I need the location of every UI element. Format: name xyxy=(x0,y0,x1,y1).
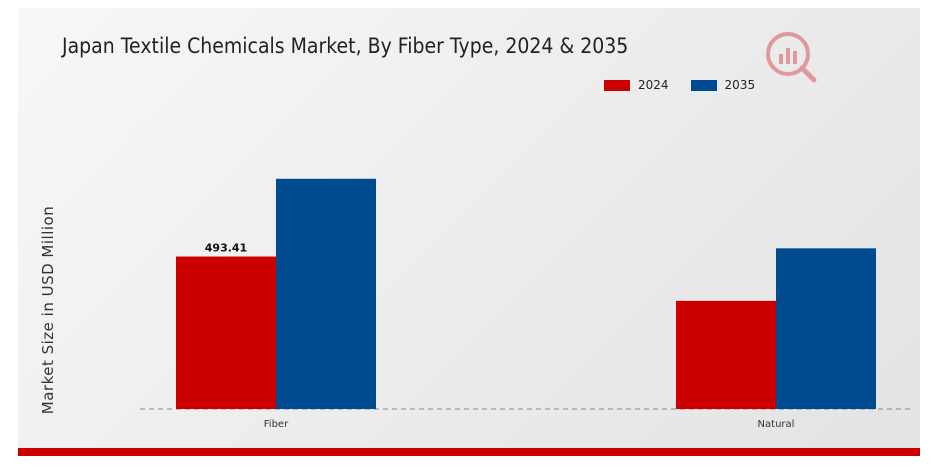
accent-bar xyxy=(18,448,920,456)
legend-label-2024: 2024 xyxy=(638,78,669,92)
bar-natural-2035[interactable] xyxy=(776,248,876,409)
legend-item-2024: 2024 xyxy=(604,78,669,92)
legend-label-2035: 2035 xyxy=(724,78,756,92)
bar-fiber-2024[interactable] xyxy=(176,256,276,409)
legend: 2024 2035 xyxy=(604,78,777,92)
x-tick-label-natural: Natural xyxy=(758,419,795,430)
legend-swatch-2035 xyxy=(690,79,717,91)
bar-natural-2024[interactable] xyxy=(676,300,776,409)
chart-title: Japan Textile Chemicals Market, By Fiber… xyxy=(62,34,629,58)
legend-item-2035: 2035 xyxy=(690,78,756,92)
x-tick-label-fiber: Fiber xyxy=(264,419,289,430)
data-label: 493.41 xyxy=(205,242,247,255)
bar-fiber-2035[interactable] xyxy=(276,178,376,409)
logo-icon xyxy=(766,32,817,83)
legend-swatch-2024 xyxy=(604,79,630,91)
